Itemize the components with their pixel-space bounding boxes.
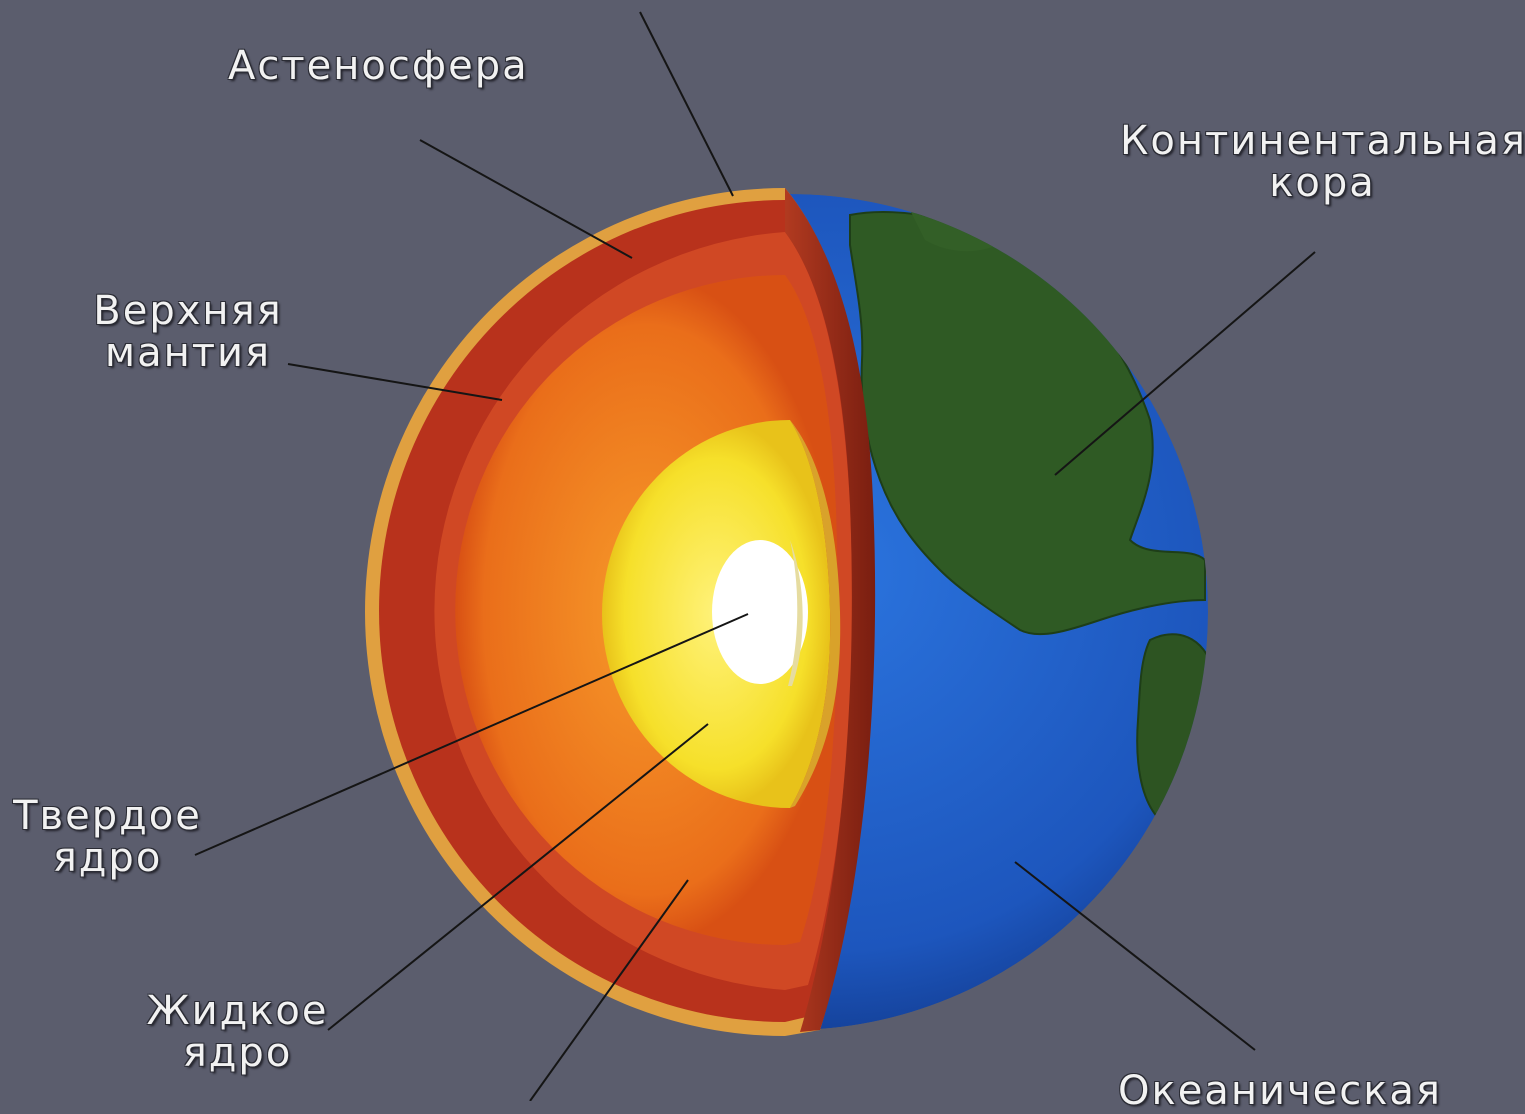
leader-line-crust (639, 11, 734, 197)
cut-face-mantle (785, 188, 876, 1032)
leader-line-solid-core (194, 613, 749, 856)
south-america-landmass (1136, 633, 1208, 822)
label-oceanic-crust: Океаническая (1118, 1068, 1442, 1114)
label-continental-crust: Континентальная кора (1120, 118, 1525, 206)
label-asthenosphere: Астеносфера (228, 43, 529, 89)
leader-line-asthenosphere (419, 139, 633, 259)
leader-line-oceanic-crust (1014, 861, 1256, 1051)
leader-lines (194, 11, 1316, 1102)
leader-line-liquid-core (327, 723, 709, 1031)
inner-core-layer (712, 540, 808, 684)
cut-face-inner-core (788, 540, 803, 686)
leader-line-continental-crust (1054, 251, 1316, 476)
cut-face-outer-core (790, 420, 841, 808)
label-solid-core: Твердое ядро (13, 793, 202, 881)
label-upper-mantle: Верхняя мантия (93, 288, 283, 376)
leader-line-lower-mantle (529, 879, 689, 1102)
label-liquid-core: Жидкое ядро (146, 988, 329, 1076)
leader-line-upper-mantle (287, 363, 503, 401)
cutaway-layers (365, 188, 876, 1036)
